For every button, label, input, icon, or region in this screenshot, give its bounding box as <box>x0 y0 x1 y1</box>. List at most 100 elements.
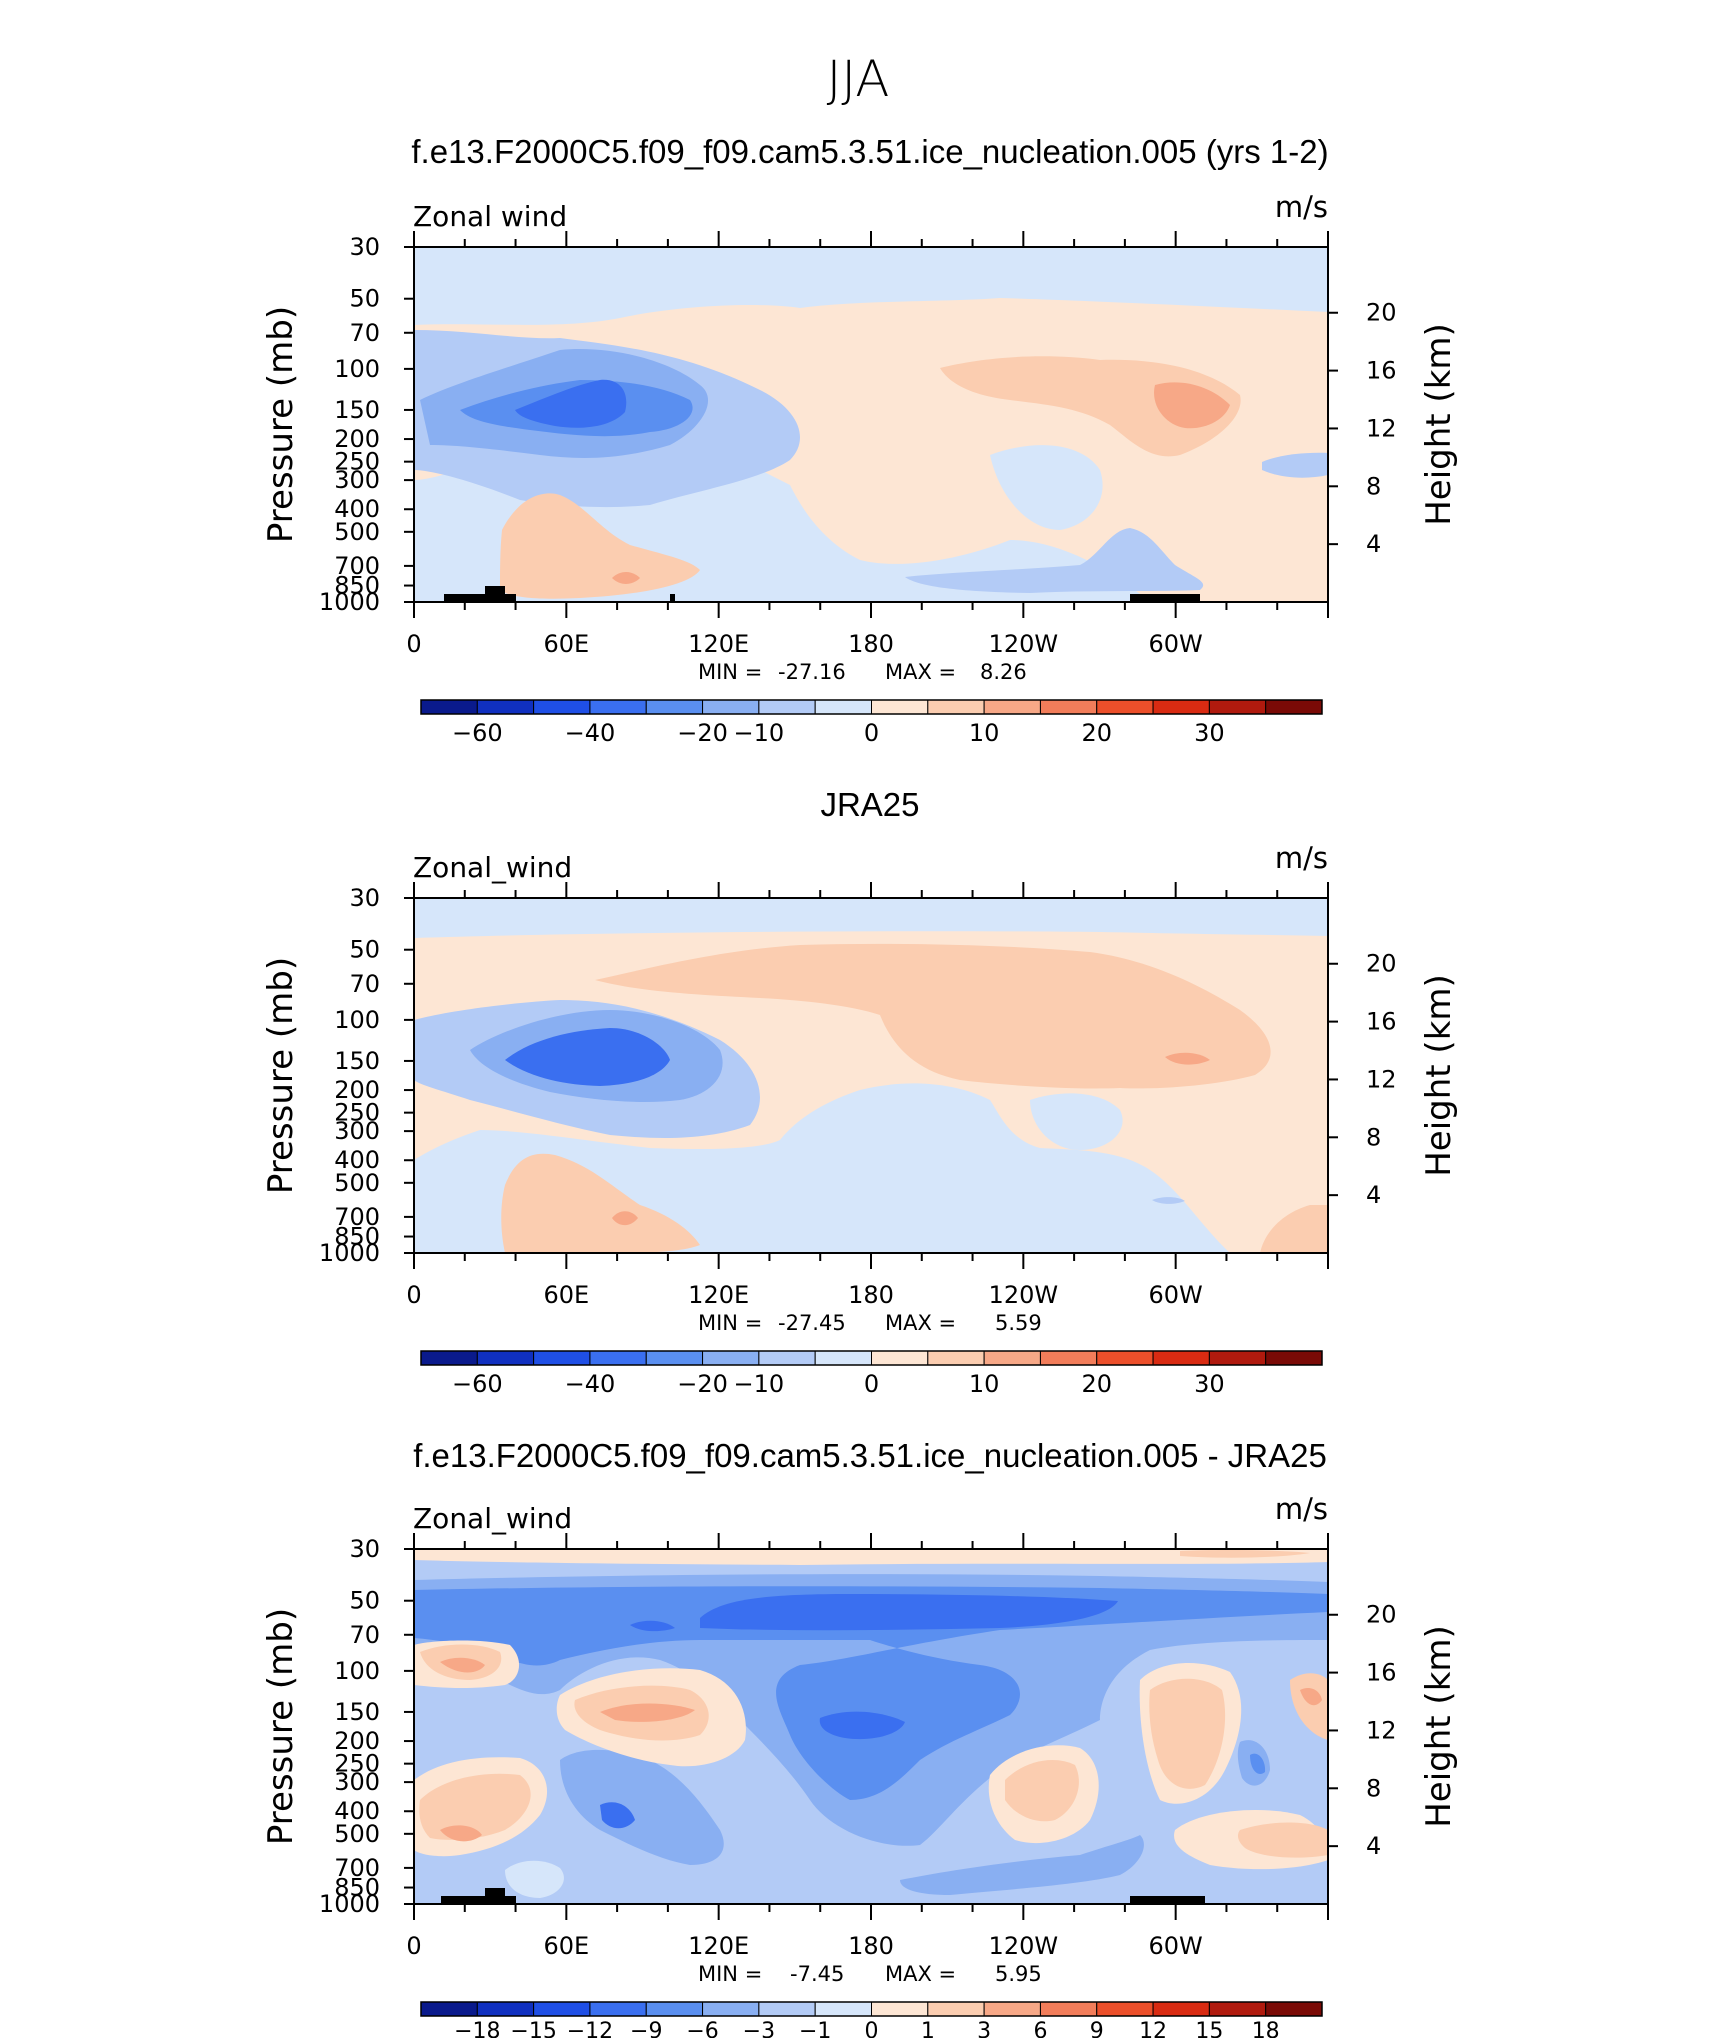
panel-2-units: m/s <box>1275 841 1328 875</box>
panel-2-pressure-tick-label: 70 <box>349 970 380 998</box>
panel-3-top-positive-band-inner <box>1180 1549 1310 1558</box>
panel-2-colorbar-swatch <box>1265 1350 1323 1366</box>
panel-1-low-level-westerly <box>500 493 700 599</box>
panel-3-lon-tick-label: 60E <box>543 1932 589 1960</box>
panel-2-max-label: MAX = <box>885 1311 956 1335</box>
panel-3-colorbar-swatch <box>645 2001 704 2017</box>
panel-1-lon-tick-label: 120W <box>989 630 1059 658</box>
panel-1-colorbar-label: −20 <box>677 719 728 747</box>
panel-2-pressure-tick-label: 200 <box>334 1076 380 1104</box>
panel-1-pressure-tick-label: 70 <box>349 319 380 347</box>
panel-1-contour-field <box>414 247 1328 602</box>
panel-3-colorbar-label: −1 <box>799 2019 831 2038</box>
panel-1-easterly-patch-lower <box>905 528 1204 593</box>
panel-1-jet-core <box>515 379 627 428</box>
panel-2-pressure-tick-label: 850 <box>334 1223 380 1251</box>
panel-3-colorbar: −18 −15 −12 −9 −6 −3 −1 0 1 3 6 9 12 15 18 <box>420 2001 1323 2038</box>
panel-3-colorbar-label: 15 <box>1195 2019 1223 2038</box>
panel-1-pressure-tick-label: 400 <box>334 495 380 523</box>
panel-1-title: f.e13.F2000C5.f09_f09.cam5.3.51.ice_nucl… <box>411 133 1328 170</box>
panel-2-colorbar-label: 30 <box>1194 1370 1225 1398</box>
panel-3-colorbar-label: 9 <box>1090 2019 1104 2038</box>
panel-3-height-tick-label: 12 <box>1366 1716 1397 1744</box>
panel-1-colorbar-swatch <box>476 699 535 715</box>
panel-1: f.e13.F2000C5.f09_f09.cam5.3.51.ice_nucl… <box>261 133 1459 747</box>
panel-3-title: f.e13.F2000C5.f09_f09.cam5.3.51.ice_nucl… <box>413 1437 1327 1474</box>
panel-1-easterly-pocket <box>990 445 1103 530</box>
panel-1-units: m/s <box>1275 190 1328 224</box>
panel-2-colorbar-swatch <box>589 1350 647 1366</box>
panel-1-height-tick-label: 16 <box>1366 357 1397 385</box>
panel-3-colorbar-label: 18 <box>1252 2019 1280 2038</box>
panel-2-title: JRA25 <box>820 786 919 823</box>
panel-1-topography-tibet <box>485 586 505 596</box>
panel-1-colorbar-label: −10 <box>734 719 785 747</box>
panel-3-lon-tick-label: 120W <box>989 1932 1059 1960</box>
panel-1-height-tick-label: 12 <box>1366 414 1397 442</box>
panel-1-westerly-max-inner <box>1154 382 1230 429</box>
panel-3-colorbar-swatch <box>1152 2001 1210 2017</box>
panel-2-colorbar-swatch <box>702 1350 760 1366</box>
panel-1-lon-tick-label: 60W <box>1149 630 1203 658</box>
panel-3-pressure-tick-label: 250 <box>334 1750 380 1778</box>
panel-1-colorbar-swatch <box>533 699 591 715</box>
panel-1-colorbar-swatch <box>1096 699 1154 715</box>
panel-2-height-tick-label: 12 <box>1366 1065 1397 1093</box>
panel-1-left-axis-title: Pressure (mb) <box>261 306 301 543</box>
panel-3-colorbar-swatch <box>1265 2001 1323 2017</box>
panel-3-height-tick-label: 16 <box>1366 1659 1397 1687</box>
panel-2-pressure-tick-label: 400 <box>334 1146 380 1174</box>
panel-2-low-level-westerly <box>501 1153 700 1253</box>
panel-2-colorbar-swatch <box>1208 1350 1267 1366</box>
panel-2-lon-tick-label: 180 <box>848 1281 894 1309</box>
panel-3-topography-andes <box>1130 1896 1205 1904</box>
panel-3-light-negative-patch <box>505 1860 564 1898</box>
panel-1-height-tick-label: 8 <box>1366 472 1381 500</box>
panel-2-field-label: Zonal_wind <box>413 851 572 884</box>
panel-1-pressure-tick-label: 30 <box>349 233 380 261</box>
panel-2-pressure-tick-label: 150 <box>334 1047 380 1075</box>
panel-3-colorbar-swatch <box>702 2001 760 2017</box>
panel-3-negative-patch-west <box>630 1620 675 1632</box>
panel-1-colorbar-swatch <box>589 699 647 715</box>
panel-2-colorbar-swatch <box>645 1350 704 1366</box>
panel-3-height-tick-label: 4 <box>1366 1832 1381 1860</box>
panel-3-colorbar-swatch <box>814 2001 872 2017</box>
panel-3-positive-east-shade <box>1149 1678 1226 1789</box>
panel-3-colorbar-label: −3 <box>743 2019 775 2038</box>
panel-3-colorbar-swatch <box>589 2001 647 2017</box>
panel-3-pressure-tick-label: 700 <box>334 1854 380 1882</box>
panel-3-colorbar-label: −6 <box>686 2019 718 2038</box>
panel-1-lon-tick-label: 60E <box>543 630 589 658</box>
panel-2-height-tick-label: 8 <box>1366 1123 1381 1151</box>
panel-2-min-label: MIN = <box>698 1311 762 1335</box>
panel-2-colorbar-swatch <box>533 1350 591 1366</box>
panel-2-pressure-tick-label: 1000 <box>319 1239 380 1267</box>
panel-3-pressure-tick-label: 70 <box>349 1621 380 1649</box>
panel-2-pressure-tick-label: 100 <box>334 1006 380 1034</box>
panel-1-height-tick-label: 20 <box>1366 299 1397 327</box>
panel-1-lon-tick-label: 180 <box>848 630 894 658</box>
panel-2-westerly-core <box>1165 1052 1210 1065</box>
panel-2-colorbar-swatch <box>1152 1350 1210 1366</box>
panel-3-positive-mid-east-shade <box>1005 1760 1079 1822</box>
panel-1-topography-andes <box>1130 594 1200 602</box>
figure-title: JJA <box>827 50 890 108</box>
panel-2-height-tick-label: 16 <box>1366 1008 1397 1036</box>
panel-1-field-label: Zonal wind <box>413 200 567 233</box>
panel-3-colorbar-label: 12 <box>1139 2019 1167 2038</box>
panel-1-min-value: -27.16 <box>778 660 846 684</box>
panel-3-colorbar-swatch <box>476 2001 535 2017</box>
panel-3-positive-se-shade <box>1237 1822 1328 1858</box>
panel-2-pressure-tick-label: 250 <box>334 1099 380 1127</box>
panel-1-colorbar-swatch <box>1208 699 1267 715</box>
panel-3-negative-core <box>819 1711 905 1740</box>
panel-2-colorbar-label: −20 <box>677 1370 728 1398</box>
panel-1-colorbar-label: −60 <box>452 719 503 747</box>
panel-3-max-value: 5.95 <box>995 1962 1042 1986</box>
panel-1-pressure-tick-label: 500 <box>334 518 380 546</box>
panel-2-colorbar-swatch <box>476 1350 535 1366</box>
panel-1-colorbar-swatch <box>814 699 872 715</box>
panel-1-pressure-tick-label: 150 <box>334 396 380 424</box>
